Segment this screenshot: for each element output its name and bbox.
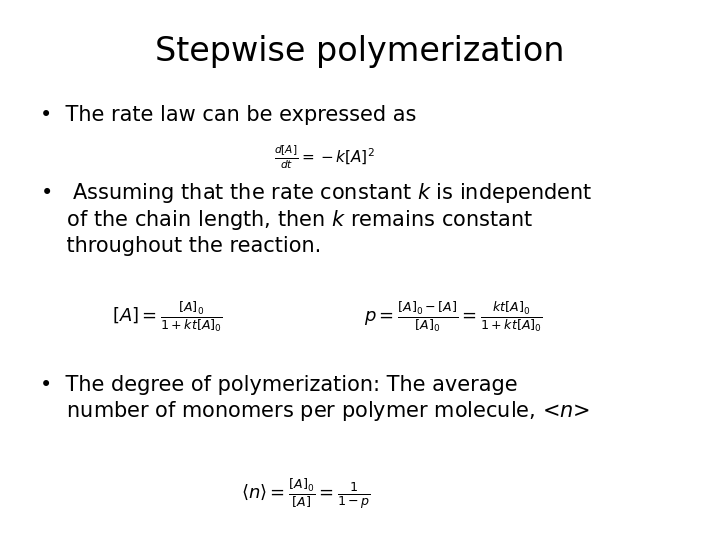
Text: •  The rate law can be expressed as: • The rate law can be expressed as <box>40 105 416 125</box>
Text: $\langle n \rangle = \frac{[A]_0}{[A]} = \frac{1}{1-p}$: $\langle n \rangle = \frac{[A]_0}{[A]} =… <box>241 478 371 512</box>
Text: $p = \frac{[A]_0 - [A]}{[A]_0} = \frac{kt[A]_0}{1 + kt[A]_0}$: $p = \frac{[A]_0 - [A]}{[A]_0} = \frac{k… <box>364 300 542 334</box>
Text: $\frac{d[A]}{dt} = -k[A]^2$: $\frac{d[A]}{dt} = -k[A]^2$ <box>274 143 374 171</box>
Text: •   Assuming that the rate constant $k$ is independent
    of the chain length, : • Assuming that the rate constant $k$ is… <box>40 181 592 256</box>
Text: $[A] = \frac{[A]_0}{1 + kt[A]_0}$: $[A] = \frac{[A]_0}{1 + kt[A]_0}$ <box>112 300 222 334</box>
Text: •  The degree of polymerization: The average
    number of monomers per polymer : • The degree of polymerization: The aver… <box>40 375 590 423</box>
Text: Stepwise polymerization: Stepwise polymerization <box>156 35 564 68</box>
